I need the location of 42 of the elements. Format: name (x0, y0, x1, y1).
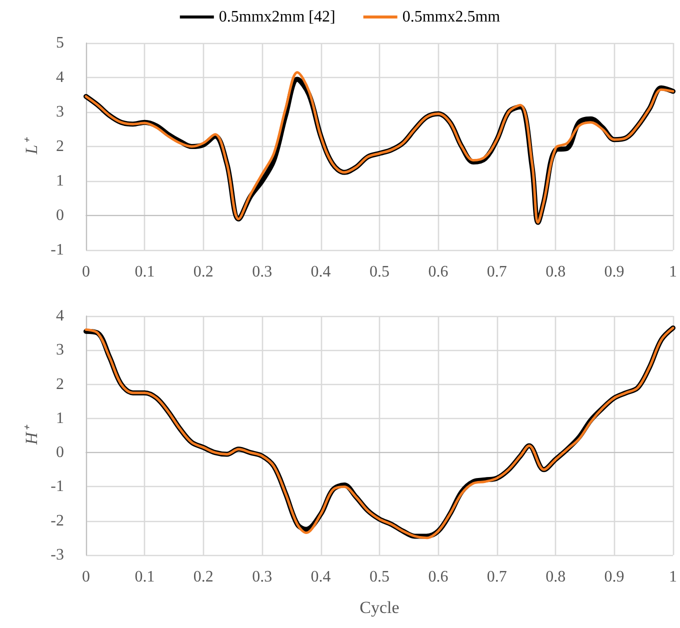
x-tick-label: 0.8 (546, 568, 566, 586)
x-tick-label: 0 (82, 568, 90, 586)
y-tick-label: 1 (56, 172, 64, 190)
x-tick-label: 0.9 (604, 568, 624, 586)
x-tick-label: 0.7 (486, 264, 507, 280)
x-tick-label: 0.4 (310, 568, 331, 586)
y-tick-label: 4 (56, 308, 64, 324)
x-tick-label: 0.1 (134, 568, 155, 586)
y-tick-label: -3 (50, 546, 64, 564)
y-tick-label: 0 (56, 444, 64, 462)
y-tick-label: -2 (50, 512, 64, 530)
x-tick-label: 1 (669, 264, 677, 280)
x-tick-label: 0 (82, 264, 90, 280)
x-tick-label: 0.5 (370, 568, 390, 586)
x-tick-label: 1 (669, 568, 677, 586)
y-tick-label: 2 (56, 138, 64, 155)
x-tick-label: 0.7 (486, 568, 507, 586)
x-tick-label: 0.3 (252, 568, 272, 586)
x-tick-label: 0.8 (546, 264, 566, 280)
x-tick-label: 0.1 (134, 264, 155, 280)
x-tick-label: 0.4 (310, 264, 331, 280)
y-tick-label: -1 (50, 242, 64, 258)
x-tick-label: 0.9 (604, 264, 624, 280)
x-tick-label: 0.6 (428, 264, 448, 280)
x-axis-title: Cycle (360, 598, 400, 617)
y-tick-label: -1 (50, 478, 64, 496)
x-tick-label: 0.6 (428, 568, 448, 586)
y-axis-title: L⁺ (22, 136, 41, 156)
y-tick-label: 5 (56, 34, 64, 52)
legend-label: 0.5mmx2.5mm (402, 8, 501, 26)
y-tick-label: 3 (56, 342, 64, 359)
legend-label: 0.5mmx2mm [42] (218, 8, 336, 26)
x-tick-label: 0.5 (370, 264, 390, 280)
x-tick-label: 0.2 (193, 264, 214, 280)
y-tick-label: 0 (56, 207, 64, 224)
y-tick-label: 1 (56, 410, 64, 427)
y-axis-title: H⁺ (22, 424, 41, 446)
y-tick-label: 4 (56, 69, 64, 86)
y-tick-label: 3 (56, 104, 64, 120)
y-tick-label: 2 (56, 376, 64, 393)
x-tick-label: 0.3 (252, 264, 272, 280)
x-tick-label: 0.2 (193, 568, 214, 586)
